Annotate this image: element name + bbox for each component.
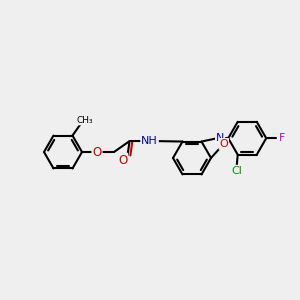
Text: CH₃: CH₃ [76,116,93,124]
Text: O: O [118,154,127,166]
Text: F: F [279,133,285,143]
Text: NH: NH [141,136,158,146]
Text: O: O [92,146,102,158]
Text: O: O [219,139,228,149]
Text: Cl: Cl [231,166,242,176]
Text: N: N [216,133,224,142]
